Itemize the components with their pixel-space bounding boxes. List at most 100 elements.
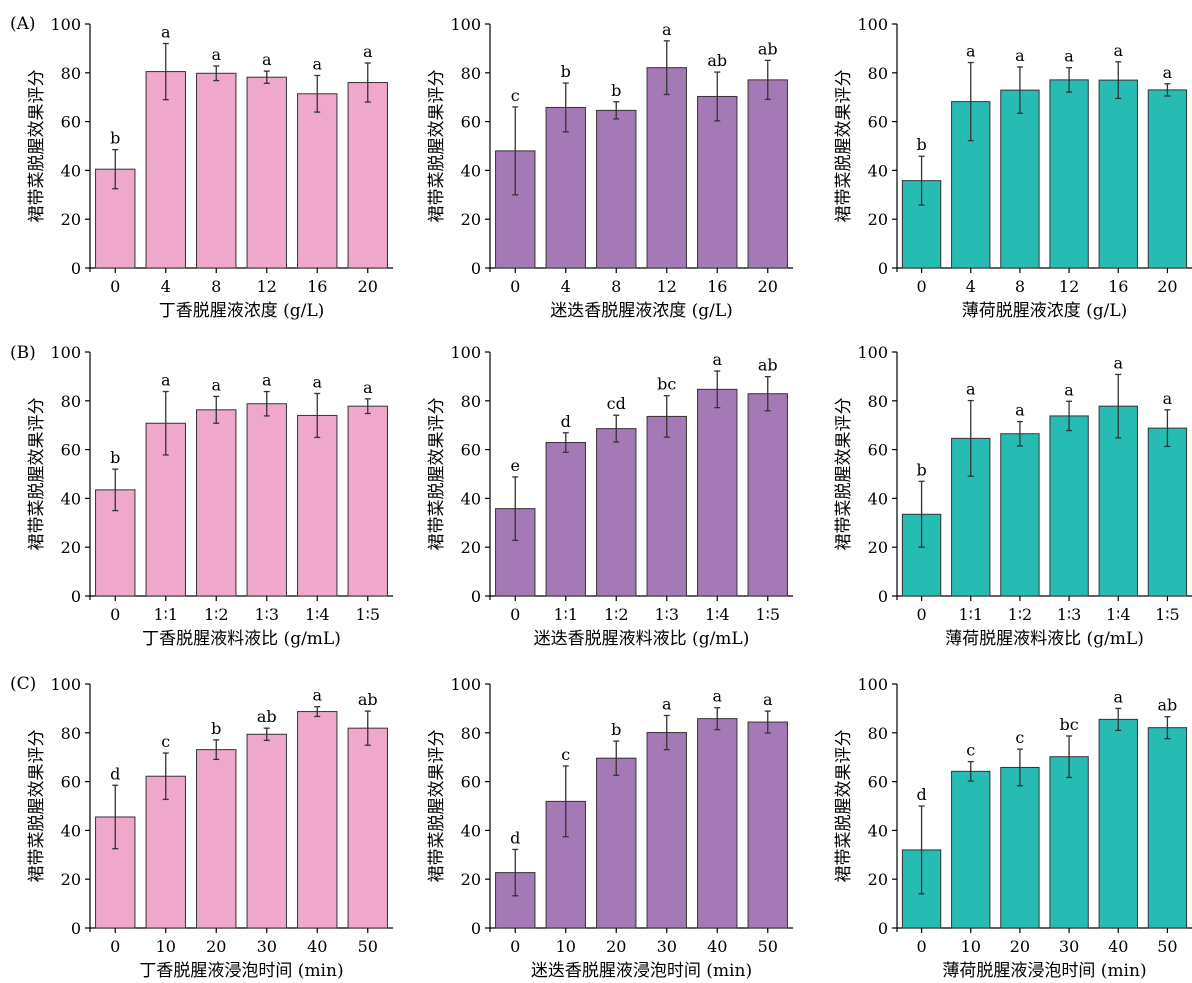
x-tick-label: 1∶3 bbox=[254, 605, 279, 624]
y-tick-label: 100 bbox=[450, 675, 481, 694]
y-tick-label: 100 bbox=[50, 675, 81, 694]
significance-label: a bbox=[1113, 41, 1123, 60]
significance-label: ab bbox=[257, 707, 277, 726]
x-tick-label: 16 bbox=[707, 277, 727, 296]
significance-label: ab bbox=[358, 690, 378, 709]
y-axis-title: 裙带菜脱腥效果评分 bbox=[834, 70, 854, 223]
y-tick-label: 0 bbox=[878, 259, 888, 278]
y-tick-label: 80 bbox=[461, 64, 481, 83]
y-tick-label: 40 bbox=[61, 821, 81, 840]
x-tick-label: 1∶3 bbox=[1057, 605, 1082, 624]
x-tick-label: 4 bbox=[161, 277, 171, 296]
bar bbox=[1049, 79, 1089, 269]
x-tick-label: 1∶5 bbox=[1155, 605, 1180, 624]
panel-label-a: (A) bbox=[10, 14, 36, 34]
y-tick-label: 20 bbox=[61, 538, 81, 557]
x-axis-title: 丁香脱腥液浸泡时间 (min) bbox=[139, 961, 343, 981]
significance-label: cd bbox=[607, 394, 626, 413]
x-tick-label: 0 bbox=[916, 277, 926, 296]
chart-mint-ratio: 0 20 40 60 80 100 0 b 1∶1 a 1∶2 a 1∶3 a 1∶4 a 1∶5 a 薄荷脱腥液料… bbox=[834, 343, 1192, 649]
significance-label: ab bbox=[1158, 696, 1178, 715]
bar bbox=[246, 76, 287, 269]
bar bbox=[246, 733, 287, 929]
y-tick-label: 40 bbox=[868, 161, 888, 180]
significance-label: a bbox=[1113, 353, 1123, 372]
y-axis-title: 裙带菜脱腥效果评分 bbox=[427, 398, 447, 551]
y-axis-title: 裙带菜脱腥效果评分 bbox=[427, 730, 447, 883]
x-tick-label: 30 bbox=[1059, 937, 1079, 956]
bar bbox=[697, 388, 738, 597]
x-tick-label: 0 bbox=[510, 937, 520, 956]
chart-clove-concentration: 0 20 40 60 80 100 0 b 4 a 8 a 12 a 16 a 20 a 丁香脱腥液浓度 (g/L)… bbox=[27, 15, 393, 321]
y-axis-title: 裙带菜脱腥效果评分 bbox=[834, 398, 854, 551]
bar bbox=[347, 727, 388, 929]
bar bbox=[1147, 427, 1188, 597]
bar bbox=[747, 721, 788, 929]
significance-label: b bbox=[916, 460, 926, 479]
significance-label: a bbox=[662, 694, 672, 713]
bar bbox=[1147, 727, 1188, 929]
y-tick-label: 20 bbox=[868, 870, 888, 889]
significance-label: b bbox=[916, 135, 926, 154]
significance-label: bc bbox=[1059, 715, 1078, 734]
x-tick-label: 0 bbox=[110, 605, 120, 624]
x-axis-title: 丁香脱腥液浓度 (g/L) bbox=[159, 301, 325, 321]
x-tick-label: 1∶3 bbox=[654, 605, 679, 624]
bar bbox=[747, 393, 788, 597]
y-tick-label: 40 bbox=[461, 489, 481, 508]
chart-rosemary-time: 0 20 40 60 80 100 0 d 10 c 20 b 30 a 40 a 50 a 迷迭香脱腥液浸泡时间 … bbox=[427, 675, 793, 981]
significance-label: a bbox=[363, 378, 373, 397]
bar bbox=[697, 718, 738, 929]
y-tick-label: 40 bbox=[868, 489, 888, 508]
bar bbox=[347, 82, 388, 269]
bar bbox=[145, 71, 186, 269]
x-tick-label: 0 bbox=[110, 277, 120, 296]
x-axis-title: 迷迭香脱腥液料液比 (g/mL) bbox=[534, 629, 750, 649]
x-tick-label: 1∶2 bbox=[604, 605, 629, 624]
bar bbox=[646, 415, 687, 597]
y-tick-label: 100 bbox=[50, 343, 81, 362]
x-tick-label: 12 bbox=[1059, 277, 1079, 296]
significance-label: a bbox=[161, 23, 171, 42]
significance-label: c bbox=[561, 745, 570, 764]
significance-label: b bbox=[611, 81, 621, 100]
x-tick-label: 10 bbox=[156, 937, 176, 956]
y-tick-label: 0 bbox=[878, 919, 888, 938]
x-tick-label: 50 bbox=[1157, 937, 1177, 956]
chart-clove-time: 0 20 40 60 80 100 0 d 10 c 20 b 30 ab 40 a 50 ab 丁香脱腥液浸泡时间… bbox=[27, 675, 393, 981]
x-tick-label: 1∶5 bbox=[755, 605, 780, 624]
y-axis-title: 裙带菜脱腥效果评分 bbox=[27, 398, 47, 551]
y-tick-label: 100 bbox=[857, 343, 888, 362]
x-tick-label: 1∶2 bbox=[1008, 605, 1033, 624]
y-tick-label: 20 bbox=[461, 870, 481, 889]
y-tick-label: 20 bbox=[461, 210, 481, 229]
significance-label: a bbox=[1163, 389, 1173, 408]
y-tick-label: 40 bbox=[61, 161, 81, 180]
x-tick-label: 20 bbox=[758, 277, 778, 296]
significance-label: a bbox=[1163, 63, 1173, 82]
significance-label: a bbox=[312, 54, 322, 73]
x-tick-label: 30 bbox=[657, 937, 677, 956]
y-tick-label: 20 bbox=[461, 538, 481, 557]
bar bbox=[1049, 756, 1089, 929]
x-tick-label: 20 bbox=[358, 277, 378, 296]
x-tick-label: 8 bbox=[611, 277, 621, 296]
y-tick-label: 80 bbox=[61, 724, 81, 743]
x-tick-label: 4 bbox=[966, 277, 976, 296]
y-tick-label: 0 bbox=[71, 587, 81, 606]
y-tick-label: 20 bbox=[61, 210, 81, 229]
panel-label-c: (C) bbox=[10, 674, 37, 694]
chart-mint-time: 0 20 40 60 80 100 0 d 10 c 20 c 30 bc 40 a 50 ab 薄荷脱腥液浸泡时间… bbox=[834, 675, 1192, 981]
significance-label: a bbox=[211, 375, 221, 394]
significance-label: a bbox=[662, 20, 672, 39]
x-tick-label: 40 bbox=[707, 937, 727, 956]
significance-label: b bbox=[611, 720, 621, 739]
bar bbox=[1000, 766, 1040, 929]
x-tick-label: 16 bbox=[1108, 277, 1128, 296]
y-tick-label: 100 bbox=[50, 15, 81, 34]
y-axis-title: 裙带菜脱腥效果评分 bbox=[27, 730, 47, 883]
y-tick-label: 80 bbox=[61, 392, 81, 411]
significance-label: b bbox=[110, 448, 120, 467]
y-tick-label: 20 bbox=[61, 870, 81, 889]
